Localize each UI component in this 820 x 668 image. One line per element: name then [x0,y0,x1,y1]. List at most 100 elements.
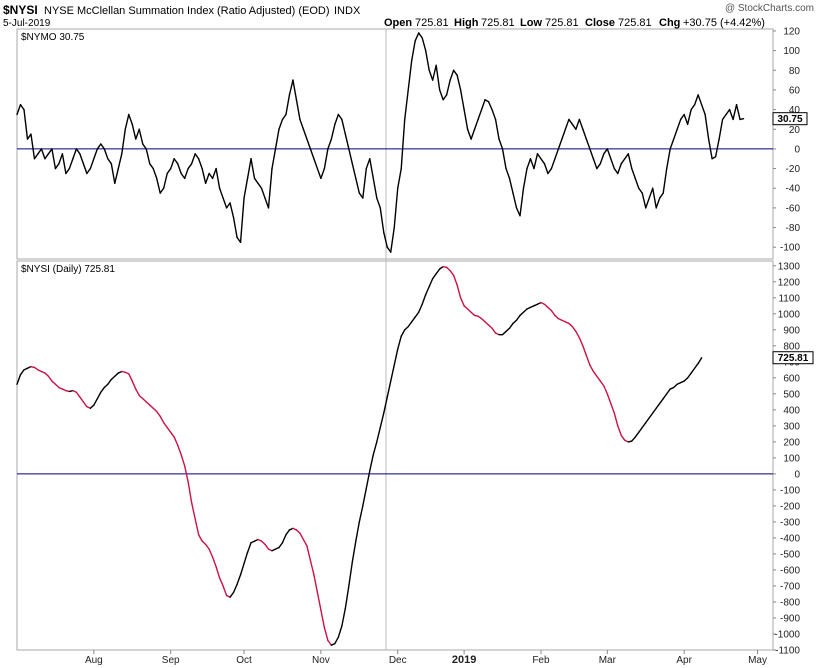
nymo-line-segment [187,162,193,170]
nysi-y-tick-label: 0 [794,469,800,480]
nysi-line-segment [463,305,469,310]
nysi-line-segment [309,559,315,576]
nysi-line-segment [348,561,354,587]
nymo-line-segment [578,118,584,130]
nymo-line-segment [414,32,420,42]
nymo-line-segment [638,187,643,194]
nymo-line-segment [690,103,696,111]
nysi-line-segment [222,585,228,597]
nymo-line-segment [634,177,640,189]
nysi-y-tick-label: -700 [780,581,800,592]
nysi-line-segment [470,311,476,317]
nymo-line-segment [121,128,126,155]
nysi-line-segment [672,383,678,389]
nysi-y-tick-label: -300 [780,517,800,528]
chg-value: +30.75 (+4.42%) [683,17,765,29]
nymo-line-segment [561,128,567,140]
nysi-line-segment [645,417,650,424]
nymo-line-segment [652,187,657,209]
nysi-line-segment [362,487,368,507]
nymo-line-segment [463,108,469,130]
nymo-line-segment [697,94,703,106]
nysi-line-segment [107,378,113,385]
nysi-line-segment [445,266,451,272]
nymo-line-segment [526,158,532,170]
nysi-line-segment [683,377,689,382]
nymo-line-segment [449,69,455,81]
nymo-line-segment [93,148,99,160]
nymo-line-segment [641,192,647,209]
nymo-line-segment [631,167,636,180]
nymo-line-segment [379,207,385,234]
nymo-line-segment [536,153,542,160]
nymo-line-segment [568,118,574,126]
nysi-line-segment [215,566,221,579]
nymo-line-segment [79,153,85,165]
nysi-line-segment [306,545,312,562]
nysi-line-segment [163,421,168,429]
nymo-line-segment [197,158,203,170]
nysi-line-segment [522,308,528,313]
nysi-line-segment [617,425,622,437]
nymo-line-segment [662,167,668,194]
nysi-last-value-label: 725.81 [778,353,809,364]
nysi-line-segment [397,335,402,350]
nymo-line-segment [512,192,518,209]
nysi-line-segment [599,380,605,387]
nymo-line-segment [316,167,322,180]
nymo-line-segment [659,192,664,199]
nymo-line-segment [411,40,416,62]
nymo-line-segment [610,158,616,170]
nymo-line-segment [86,167,92,175]
nysi-line-segment [142,397,147,403]
nysi-y-tick-label: 500 [783,389,800,400]
nymo-line-segment [89,158,95,170]
nymo-last-value-label: 30.75 [777,114,802,125]
nymo-line-segment [596,162,602,170]
nymo-line-segment [281,113,287,121]
nymo-line-segment [306,138,312,150]
nymo-line-segment [107,158,113,165]
nymo-line-segment [131,123,137,140]
nymo-line-segment [309,148,315,160]
nymo-line-segment [557,138,563,150]
nysi-line-segment [152,407,158,413]
nymo-line-segment [606,148,612,160]
nysi-line-segment [404,325,409,331]
nymo-line-segment [274,128,280,150]
nymo-line-segment [103,148,109,160]
nymo-line-segment [599,153,605,165]
nymo-line-segment [159,187,165,194]
nysi-line-segment [655,402,661,409]
nysi-line-segment [79,396,85,403]
nysi-line-segment [620,434,626,441]
nymo-line-segment [498,138,504,150]
nysi-y-tick-label: 400 [783,405,800,416]
nymo-line-segment [669,138,675,150]
nymo-line-segment [519,187,525,217]
nymo-y-tick-label: -80 [786,223,801,234]
nysi-line-segment [96,391,102,400]
nymo-y-axis: 120 100 80 60 40 20 0 -20 -40 -60 -80 -100 [773,26,801,254]
nymo-line-segment [533,153,539,170]
nymo-line-segment [204,172,210,185]
nymo-line-segment [149,162,154,170]
nymo-line-segment [128,113,133,126]
nymo-line-segment [648,187,654,199]
nymo-line-segment [522,167,528,189]
close-value: 725.81 [618,17,652,29]
nymo-line-segment [672,128,678,140]
nysi-line-segment [686,372,692,379]
nysi-line-segment [585,354,591,366]
nymo-line-segment [721,113,727,121]
nysi-y-tick-label: 100 [783,453,800,464]
nymo-line-segment [58,153,64,165]
nysi-line-segment [204,543,210,550]
nysi-y-tick-label: -900 [780,613,800,624]
nysi-line-segment [505,327,511,333]
nysi-line-segment [180,453,186,467]
nymo-line-segment [400,118,406,170]
nymo-line-segment [666,148,671,170]
nysi-line-segment [466,308,472,313]
nysi-line-segment [183,465,189,483]
